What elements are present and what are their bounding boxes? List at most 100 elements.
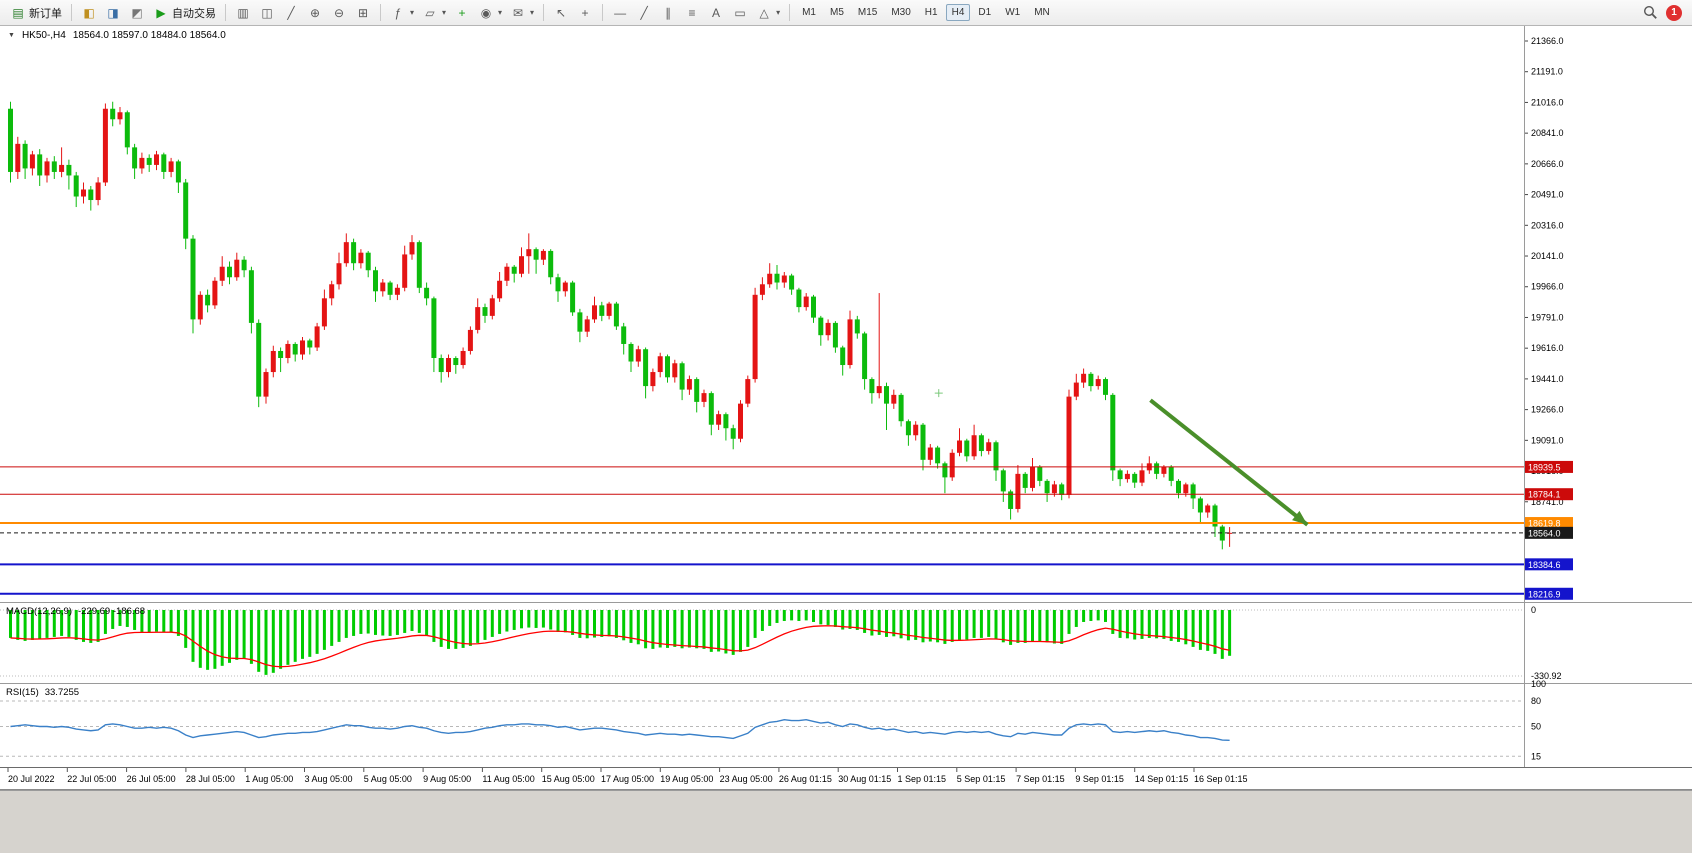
macd-scale-label: -330.92 bbox=[1531, 671, 1562, 681]
shapes-button[interactable]: △ ▾ bbox=[753, 4, 783, 22]
candle-body bbox=[708, 393, 714, 425]
candle-body bbox=[300, 340, 305, 355]
trend-arrow-head[interactable] bbox=[1292, 510, 1308, 525]
channel-button[interactable]: ∥ bbox=[657, 4, 679, 22]
chart-canvas[interactable]: 21366.0 21191.0 21016.0 20841.0 20666.0 20491… bbox=[0, 26, 1692, 790]
bar-chart-button[interactable]: ▥ bbox=[232, 4, 254, 22]
terminal-button[interactable]: ◩ bbox=[126, 4, 148, 22]
time-axis-label: 22 Jul 05:00 bbox=[67, 774, 116, 784]
candle-body bbox=[37, 154, 43, 176]
timeframe-m5-button[interactable]: M5 bbox=[829, 7, 844, 18]
notification-badge[interactable]: 1 bbox=[1666, 4, 1682, 21]
candle-body bbox=[95, 182, 101, 201]
price-axis-label: 19266.0 bbox=[1531, 405, 1564, 415]
market-watch-button[interactable]: ◧ bbox=[78, 4, 100, 22]
candle-body bbox=[102, 108, 108, 183]
time-axis-label: 1 Aug 05:00 bbox=[245, 774, 293, 784]
crosshair-button[interactable]: + bbox=[574, 4, 596, 22]
rsi-indicator-name: RSI(15) bbox=[6, 687, 39, 698]
zoom-in-button[interactable]: ⊕ bbox=[304, 4, 326, 22]
toolbar-groups: ▤ 新订单 ◧ ◨ ◩ ▶ 自动交易 ▥ ◫ ╱ ⊕ ⊖ ⊞ ƒ ▾ ▱ ▾ + ◉ ▾ ✉ ▾ ↖ + — ╱ ∥ ≡ A ▭ △ ▾ M1 M… bbox=[6, 4, 1057, 22]
price-axis-label: 19616.0 bbox=[1531, 343, 1564, 353]
dropdown-arrow-icon: ▾ bbox=[776, 8, 781, 17]
candle-body bbox=[1095, 379, 1101, 387]
auto-trading-button[interactable]: ▶ 自动交易 bbox=[150, 4, 219, 22]
candles-layer[interactable] bbox=[8, 101, 1233, 550]
indicators-icon: ƒ bbox=[394, 5, 402, 20]
navigator-button[interactable]: ◨ bbox=[102, 4, 124, 22]
search-button[interactable] bbox=[1640, 3, 1660, 23]
candle-body bbox=[759, 284, 765, 295]
tile-windows-button[interactable]: ⊞ bbox=[352, 4, 374, 22]
label-button[interactable]: ▭ bbox=[729, 4, 751, 22]
price-axis-label: 20316.0 bbox=[1531, 220, 1564, 230]
time-axis-label: 11 Aug 05:00 bbox=[482, 774, 534, 784]
candle-body bbox=[497, 280, 503, 299]
price-axis[interactable]: 21366.0 21191.0 21016.0 20841.0 20666.0 20491… bbox=[1524, 36, 1564, 507]
indicators-button[interactable]: ƒ ▾ bbox=[387, 4, 417, 22]
timeframe-h1-button[interactable]: H1 bbox=[924, 7, 938, 18]
timeframe-w1-button[interactable]: W1 bbox=[1005, 7, 1021, 18]
timeframe-h4-button[interactable]: H4 bbox=[945, 4, 971, 21]
time-axis-label: 3 Aug 05:00 bbox=[305, 774, 353, 784]
candle-body bbox=[628, 343, 634, 362]
periods-button[interactable]: ◉ ▾ bbox=[475, 4, 505, 22]
ohlc-values: 18564.0 18597.0 18484.0 18564.0 bbox=[72, 30, 226, 41]
timeframe-m30-button[interactable]: M30 bbox=[891, 7, 911, 18]
zoom-out-button[interactable]: ⊖ bbox=[328, 4, 350, 22]
candle-body bbox=[416, 242, 422, 288]
line-chart-button[interactable]: ╱ bbox=[280, 4, 302, 22]
candle-body bbox=[876, 386, 882, 394]
candle-body bbox=[767, 273, 773, 285]
candle-body bbox=[745, 379, 751, 404]
candle-body bbox=[1117, 470, 1123, 480]
candle-body bbox=[869, 379, 875, 394]
fibonacci-icon: ≡ bbox=[688, 5, 696, 20]
candle-body bbox=[555, 277, 561, 292]
rsi-panel[interactable]: 100 80 50 15 bbox=[0, 679, 1546, 761]
rsi-label: RSI(15) 33.7255 bbox=[6, 687, 79, 698]
fibonacci-button[interactable]: ≡ bbox=[681, 4, 703, 22]
collapse-icon[interactable]: ▼ bbox=[8, 32, 15, 39]
timeframe-d1-button[interactable]: D1 bbox=[978, 7, 992, 18]
time-axis[interactable]: 20 Jul 2022 22 Jul 05:00 26 Jul 05:00 28 Ju… bbox=[7, 768, 1248, 784]
rsi-scale-label: 100 bbox=[1531, 679, 1546, 689]
candle-body bbox=[329, 284, 335, 299]
new-order-button[interactable]: ▤ 新订单 bbox=[7, 4, 65, 22]
candle-body bbox=[263, 372, 269, 397]
candle-body bbox=[584, 319, 590, 332]
timeframe-m1-button[interactable]: M1 bbox=[802, 7, 816, 18]
rsi-scale-label: 50 bbox=[1531, 722, 1541, 732]
hline-button[interactable]: — bbox=[609, 4, 631, 22]
mail-button[interactable]: ✉ ▾ bbox=[507, 4, 537, 22]
macd-panel[interactable]: 0 -330.92 bbox=[0, 605, 1562, 681]
candle-body bbox=[409, 242, 415, 255]
candle-body bbox=[993, 442, 999, 471]
chart-window[interactable]: 21366.0 21191.0 21016.0 20841.0 20666.0 20491… bbox=[0, 26, 1692, 790]
macd-indicator-name: MACD(12,26,9) bbox=[6, 606, 72, 617]
insert-indicator-button[interactable]: + bbox=[451, 4, 473, 22]
timeframe-mn-button[interactable]: MN bbox=[1034, 7, 1050, 18]
candle-body bbox=[1008, 491, 1014, 509]
candle-body bbox=[1212, 505, 1218, 527]
price-level-tag-label: 18216.9 bbox=[1528, 589, 1561, 599]
cursor-button[interactable]: ↖ bbox=[550, 4, 572, 22]
trendline-button[interactable]: ╱ bbox=[633, 4, 655, 22]
dropdown-arrow-icon: ▾ bbox=[530, 8, 535, 17]
text-button[interactable]: A bbox=[705, 4, 727, 22]
candle-body bbox=[526, 249, 532, 257]
candle-body bbox=[336, 263, 342, 285]
candle-body bbox=[278, 350, 284, 359]
price-level-tag-label: 18619.8 bbox=[1528, 519, 1561, 529]
candle-chart-button[interactable]: ◫ bbox=[256, 4, 278, 22]
candle-body bbox=[570, 282, 576, 313]
candle-body bbox=[1161, 466, 1167, 474]
time-axis-label: 23 Aug 05:00 bbox=[720, 774, 773, 784]
candle-body bbox=[862, 333, 868, 380]
objects-button[interactable]: ▱ ▾ bbox=[419, 4, 449, 22]
timeframe-m15-button[interactable]: M15 bbox=[857, 7, 878, 18]
trend-arrow[interactable] bbox=[1149, 398, 1309, 527]
candle-body bbox=[665, 356, 670, 378]
candle-body bbox=[387, 282, 393, 295]
